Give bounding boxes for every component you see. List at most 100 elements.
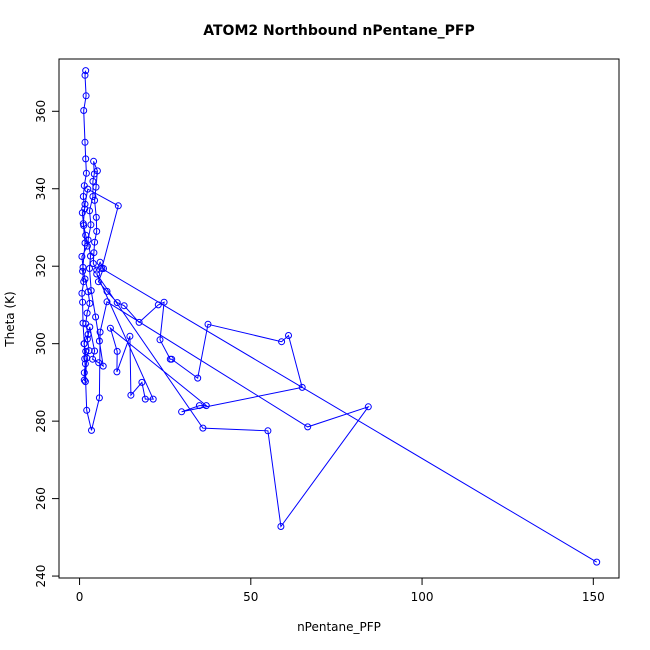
data-point [91,238,99,246]
data-point [82,67,90,75]
y-axis-label: Theta (K) [3,291,17,347]
data-point [82,92,90,100]
chart-title: ATOM2 Northbound nPentane_PFP [203,23,475,39]
data-point [96,328,104,336]
y-tick-label: 360 [34,100,48,123]
x-tick-label: 0 [76,590,84,604]
data-point [78,253,86,260]
data-point [93,227,101,235]
data-point [80,369,88,377]
data-point [98,265,106,272]
data-point [593,558,601,566]
x-tick-label: 150 [582,590,605,604]
data-point [89,355,97,363]
x-tick-label: 100 [411,590,434,604]
data-point [95,337,103,345]
data-point [113,347,121,355]
data-point [79,267,87,275]
data-point [78,209,86,217]
y-tick-label: 240 [34,565,48,588]
data-point [364,403,372,411]
data-point [96,258,104,266]
data-point [285,332,292,339]
data-point [168,355,176,363]
data-point [92,183,100,191]
data-point [95,359,103,367]
data-point [83,406,91,414]
data-point [126,332,134,340]
data-point [89,260,97,267]
data-point [202,402,210,410]
data-point [87,287,95,295]
data-series [78,67,601,566]
data-point [79,193,87,200]
y-tick-label: 260 [34,487,48,510]
data-point [194,374,202,382]
data-point [204,320,212,328]
data-point [156,336,164,344]
data-point [78,289,86,297]
data-point [81,239,89,247]
x-axis-label: nPentane_PFP [297,620,381,634]
data-point [89,177,97,185]
data-point [84,330,92,338]
data-point [79,263,87,271]
data-point [199,424,207,432]
data-point [80,340,88,348]
data-point [93,167,101,175]
data-point [93,270,101,278]
data-point [92,213,100,221]
data-point [90,249,98,257]
data-point [154,301,162,309]
data-point [91,196,99,204]
data-point [86,207,93,215]
data-point [106,324,114,332]
data-point [82,347,90,355]
data-point [87,221,95,229]
data-point [99,362,107,370]
data-point [79,298,87,306]
data-point [82,155,90,163]
data-point [178,408,186,416]
data-point [89,193,97,200]
data-point [103,298,111,306]
data-point [79,319,87,327]
series-line [81,70,597,563]
data-point [80,278,88,286]
y-tick-label: 340 [34,177,48,200]
data-point [160,298,168,306]
data-point [195,402,203,410]
data-point [135,318,143,326]
data-point [114,202,122,210]
data-point [83,309,91,317]
data-point [304,423,312,431]
data-point [82,169,90,177]
x-axis: 0 50 100 150 [76,577,605,604]
data-point [84,185,92,193]
data-point [81,200,89,208]
data-point [86,265,93,272]
data-point [94,278,102,286]
data-point [86,299,94,307]
data-point [83,335,91,343]
data-point [141,395,149,403]
data-point [278,338,286,346]
data-point [79,220,87,228]
data-point [264,427,272,435]
y-tick-label: 320 [34,255,48,278]
y-axis: 240 260 280 300 320 340 360 [34,100,60,588]
data-point [86,323,94,331]
data-point [88,426,95,434]
data-point [277,523,285,530]
y-tick-label: 280 [34,410,48,433]
data-point [90,157,98,165]
data-point [81,138,89,146]
data-point [84,288,92,296]
data-point [91,347,99,355]
data-point [92,313,100,321]
data-point [103,287,111,295]
data-point [138,378,146,386]
data-point [298,383,306,391]
